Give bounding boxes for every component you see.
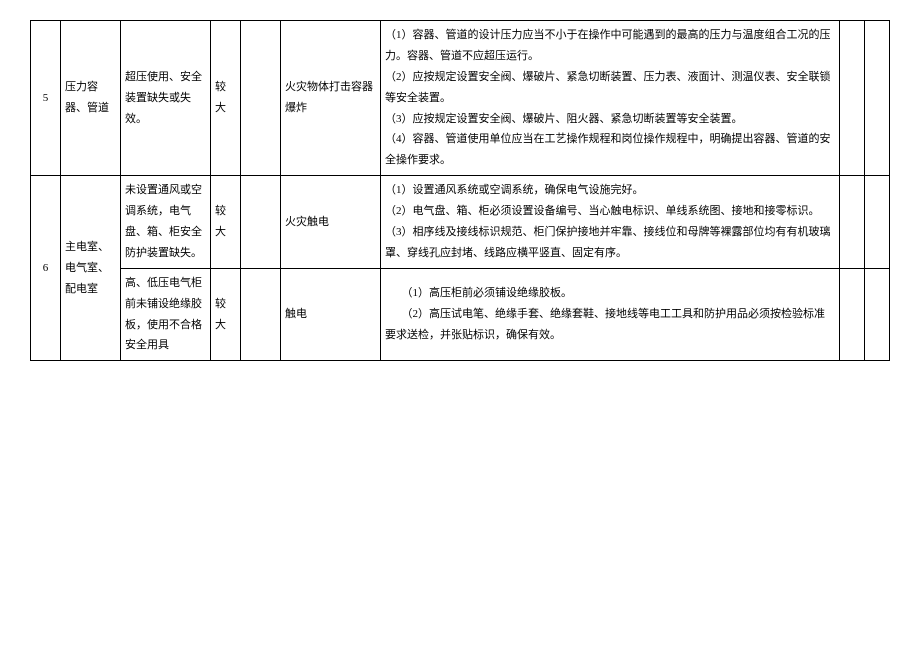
cell-blank: [840, 268, 865, 361]
cell-accident: 火灾物体打击容器爆炸: [281, 21, 381, 176]
cell-risk: 未设置通风或空调系统，电气盘、箱、柜安全防护装置缺失。: [121, 176, 211, 269]
measure-line: （1）高压柜前必须铺设绝缘胶板。: [385, 283, 835, 304]
cell-measures: （1）容器、管道的设计压力应当不小于在操作中可能遇到的最高的压力与温度组合工况的…: [381, 21, 840, 176]
cell-risk: 超压使用、安全装置缺失或失效。: [121, 21, 211, 176]
measure-line: （3）相序线及接线标识规范、柜门保护接地并牢靠、接线位和母牌等裸露部位均有有机玻…: [385, 222, 835, 264]
cell-location: 压力容器、管道: [61, 21, 121, 176]
hazard-table: 5 压力容器、管道 超压使用、安全装置缺失或失效。 较大 火灾物体打击容器爆炸 …: [30, 20, 890, 361]
cell-blank: [241, 268, 281, 361]
table-row: 6 主电室、电气室、配电室 未设置通风或空调系统，电气盘、箱、柜安全防护装置缺失…: [31, 176, 890, 269]
measure-line: （2）高压试电笔、绝缘手套、绝缘套鞋、接地线等电工工具和防护用品必须按检验标准要…: [385, 304, 835, 346]
measure-line: （1）设置通风系统或空调系统，确保电气设施完好。: [385, 180, 835, 201]
cell-measures: （1）设置通风系统或空调系统，确保电气设施完好。 （2）电气盘、箱、柜必须设置设…: [381, 176, 840, 269]
measure-line: （4）容器、管道使用单位应当在工艺操作规程和岗位操作规程中，明确提出容器、管道的…: [385, 129, 835, 171]
cell-level: 较大: [211, 176, 241, 269]
table-row: 5 压力容器、管道 超压使用、安全装置缺失或失效。 较大 火灾物体打击容器爆炸 …: [31, 21, 890, 176]
cell-accident: 火灾触电: [281, 176, 381, 269]
cell-blank: [241, 176, 281, 269]
measure-line: （1）容器、管道的设计压力应当不小于在操作中可能遇到的最高的压力与温度组合工况的…: [385, 25, 835, 67]
cell-location: 主电室、电气室、配电室: [61, 176, 121, 361]
cell-accident: 触电: [281, 268, 381, 361]
cell-index: 5: [31, 21, 61, 176]
measure-line: （3）应按规定设置安全阀、爆破片、阻火器、紧急切断装置等安全装置。: [385, 109, 835, 130]
measure-line: （2）电气盘、箱、柜必须设置设备编号、当心触电标识、单线系统图、接地和接零标识。: [385, 201, 835, 222]
cell-blank: [840, 21, 865, 176]
cell-blank: [840, 176, 865, 269]
cell-risk: 高、低压电气柜前未铺设绝缘胶板，使用不合格安全用具: [121, 268, 211, 361]
cell-blank: [865, 21, 890, 176]
cell-blank: [865, 176, 890, 269]
cell-blank: [241, 21, 281, 176]
cell-level: 较大: [211, 268, 241, 361]
measure-line: （2）应按规定设置安全阀、爆破片、紧急切断装置、压力表、液面计、测温仪表、安全联…: [385, 67, 835, 109]
cell-blank: [865, 268, 890, 361]
cell-level: 较大: [211, 21, 241, 176]
cell-index: 6: [31, 176, 61, 361]
cell-measures: （1）高压柜前必须铺设绝缘胶板。 （2）高压试电笔、绝缘手套、绝缘套鞋、接地线等…: [381, 268, 840, 361]
table-row: 高、低压电气柜前未铺设绝缘胶板，使用不合格安全用具 较大 触电 （1）高压柜前必…: [31, 268, 890, 361]
